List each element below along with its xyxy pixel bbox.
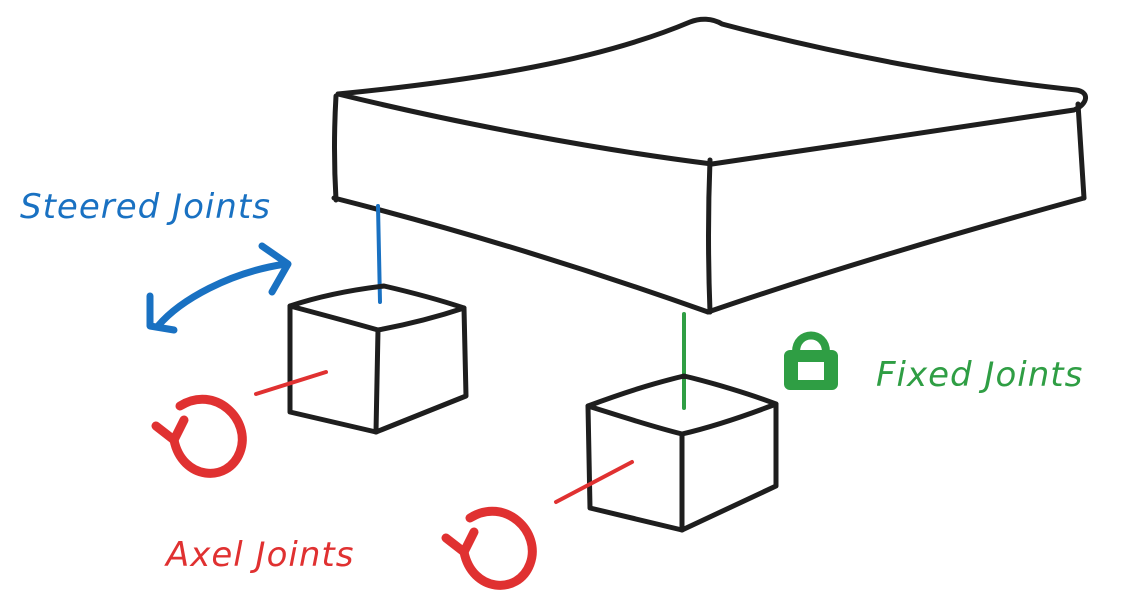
left-wheel-cube (287, 283, 469, 435)
fixed-joints-label: Fixed Joints (876, 355, 1083, 395)
right-axel-shaft (554, 460, 634, 504)
right-wheel-cube (585, 373, 779, 533)
chassis-bottom-left (331, 195, 711, 315)
left-cube-top (287, 283, 467, 333)
left-cube-left (287, 303, 379, 435)
chassis-center-edge (706, 157, 713, 315)
left-axel-shaft (254, 370, 328, 396)
left-circular-rotation-arrow-icon (151, 394, 247, 478)
chassis-right-edge (1075, 101, 1087, 201)
left-cube-right (373, 305, 469, 435)
right-cube-right (679, 401, 779, 533)
padlock-icon (784, 331, 838, 390)
steered-joints-label: Steered Joints (20, 187, 271, 227)
chassis-bottom-right (705, 195, 1087, 315)
chassis-left-edge (332, 93, 339, 203)
double-headed-curved-arrow-icon (146, 242, 292, 334)
axel-joints-label: Axel Joints (164, 535, 354, 575)
chassis-block (331, 16, 1088, 315)
left-cube-mid (373, 327, 381, 435)
chassis-top-face (335, 16, 1088, 167)
right-cube-left (585, 403, 685, 533)
right-circular-rotation-arrow-icon (441, 506, 537, 590)
